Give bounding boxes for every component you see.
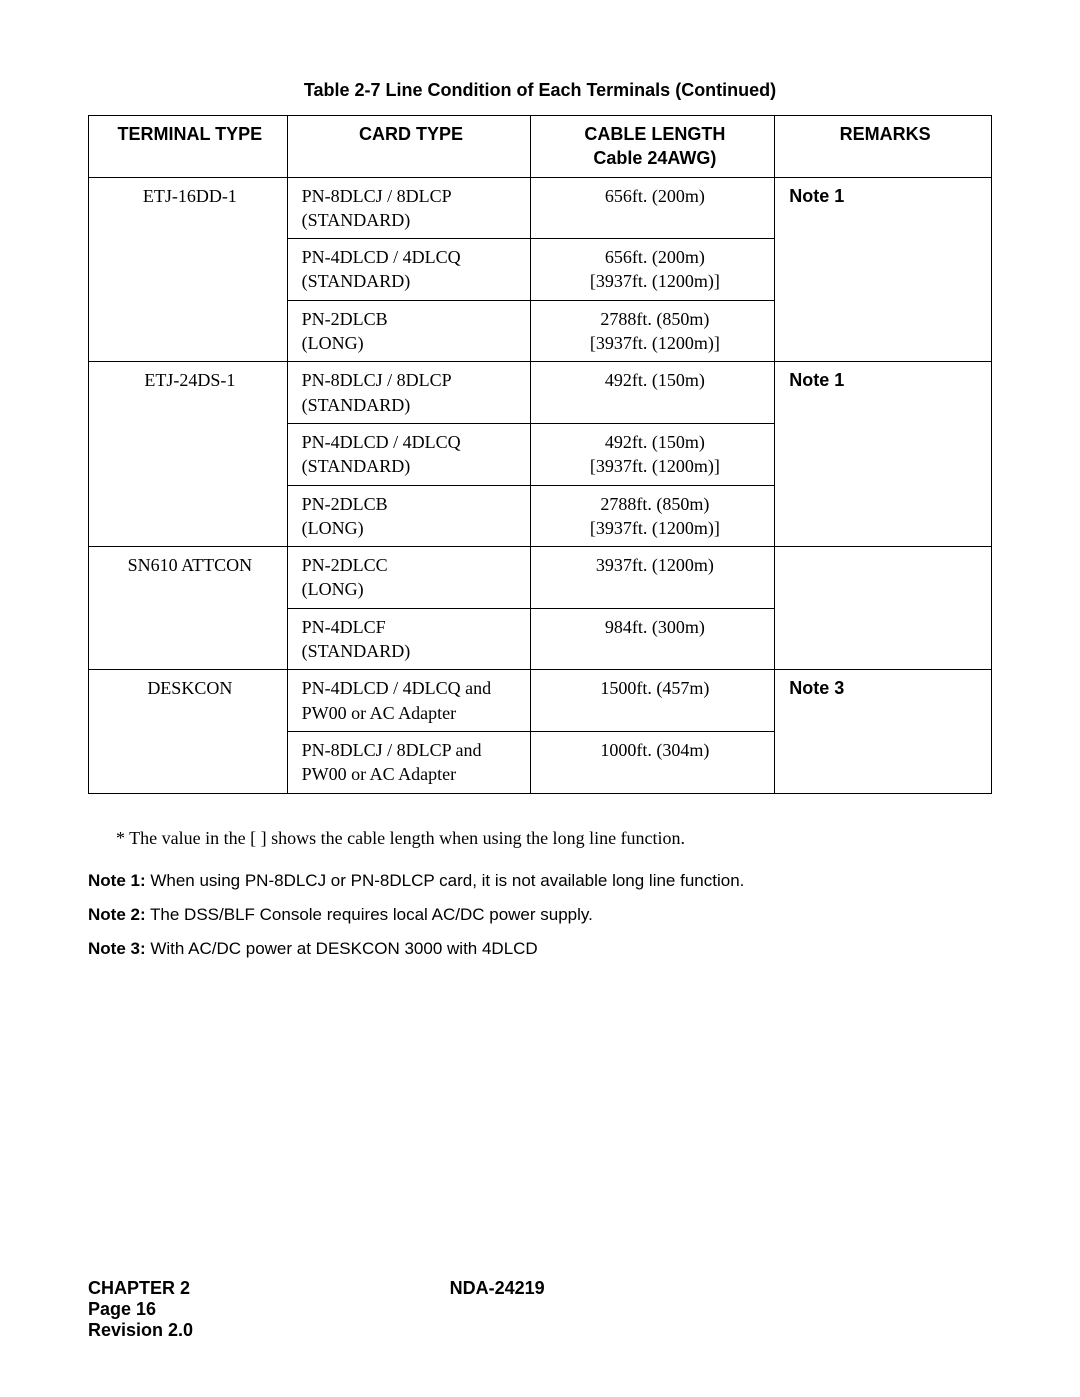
- table-title: Table 2-7 Line Condition of Each Termina…: [88, 80, 992, 101]
- table-row: SN610 ATTCONPN-2DLCC(LONG)3937ft. (1200m…: [89, 547, 992, 609]
- terminal-cell: SN610 ATTCON: [89, 547, 288, 670]
- remarks-cell: [775, 547, 992, 670]
- terminal-cell: DESKCON: [89, 670, 288, 793]
- cable-cell: 2788ft. (850m)[3937ft. (1200m)]: [531, 485, 775, 547]
- note-line: Note 3: With AC/DC power at DESKCON 3000…: [88, 939, 992, 959]
- remarks-cell: Note 3: [775, 670, 992, 793]
- cable-cell: 3937ft. (1200m): [531, 547, 775, 609]
- cable-cell: 984ft. (300m): [531, 608, 775, 670]
- table-row: ETJ-24DS-1PN-8DLCJ / 8DLCP(STANDARD)492f…: [89, 362, 992, 424]
- card-cell: PN-4DLCD / 4DLCQ(STANDARD): [287, 423, 531, 485]
- card-cell: PN-2DLCB(LONG): [287, 485, 531, 547]
- card-cell: PN-8DLCJ / 8DLCP(STANDARD): [287, 177, 531, 239]
- footer-doc: NDA-24219: [450, 1278, 631, 1299]
- cable-cell: 656ft. (200m)[3937ft. (1200m)]: [531, 239, 775, 301]
- header-cable: CABLE LENGTH Cable 24AWG): [531, 116, 775, 178]
- footer-page: Page 16: [88, 1299, 450, 1320]
- table-row: ETJ-16DD-1PN-8DLCJ / 8DLCP(STANDARD)656f…: [89, 177, 992, 239]
- terminals-table: TERMINAL TYPE CARD TYPE CABLE LENGTH Cab…: [88, 115, 992, 794]
- cable-cell: 1500ft. (457m): [531, 670, 775, 732]
- card-cell: PN-2DLCC(LONG): [287, 547, 531, 609]
- footer-rev: Revision 2.0: [88, 1320, 450, 1341]
- header-card: CARD TYPE: [287, 116, 531, 178]
- cable-cell: 492ft. (150m)[3937ft. (1200m)]: [531, 423, 775, 485]
- note-line: Note 1: When using PN-8DLCJ or PN-8DLCP …: [88, 871, 992, 891]
- header-remarks: REMARKS: [775, 116, 992, 178]
- card-cell: PN-2DLCB(LONG): [287, 300, 531, 362]
- card-cell: PN-4DLCD / 4DLCQ(STANDARD): [287, 239, 531, 301]
- header-terminal: TERMINAL TYPE: [89, 116, 288, 178]
- footer-chapter: CHAPTER 2: [88, 1278, 450, 1299]
- card-cell: PN-8DLCJ / 8DLCP(STANDARD): [287, 362, 531, 424]
- terminal-cell: ETJ-24DS-1: [89, 362, 288, 547]
- cable-cell: 2788ft. (850m)[3937ft. (1200m)]: [531, 300, 775, 362]
- remarks-cell: Note 1: [775, 362, 992, 547]
- card-cell: PN-8DLCJ / 8DLCP andPW00 or AC Adapter: [287, 731, 531, 793]
- page-footer: CHAPTER 2 NDA-24219 Page 16 Revision 2.0: [88, 1278, 992, 1341]
- card-cell: PN-4DLCF(STANDARD): [287, 608, 531, 670]
- asterisk-note: * The value in the [ ] shows the cable l…: [116, 828, 992, 849]
- note-line: Note 2: The DSS/BLF Console requires loc…: [88, 905, 992, 925]
- remarks-cell: Note 1: [775, 177, 992, 362]
- cable-cell: 1000ft. (304m): [531, 731, 775, 793]
- table-row: DESKCONPN-4DLCD / 4DLCQ andPW00 or AC Ad…: [89, 670, 992, 732]
- terminal-cell: ETJ-16DD-1: [89, 177, 288, 362]
- cable-cell: 656ft. (200m): [531, 177, 775, 239]
- cable-cell: 492ft. (150m): [531, 362, 775, 424]
- card-cell: PN-4DLCD / 4DLCQ andPW00 or AC Adapter: [287, 670, 531, 732]
